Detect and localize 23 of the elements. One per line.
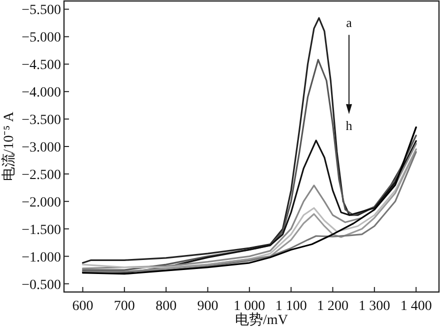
y-tick-label: −0.500 <box>22 278 61 293</box>
x-tick-label: 1 400 <box>400 299 432 314</box>
y-tick-label: −4.500 <box>22 58 61 74</box>
annotation: a <box>346 14 352 30</box>
x-tick-label: 800 <box>156 299 177 314</box>
x-tick-label: 1 300 <box>358 299 390 314</box>
y-tick-label: −2.000 <box>22 195 61 210</box>
y-tick-label: −2.500 <box>22 168 61 183</box>
y-tick-label: −4.000 <box>22 86 61 101</box>
y-axis-title: 电流/10⁻⁵ A <box>1 110 17 182</box>
y-tick-label: −5.000 <box>22 30 61 46</box>
x-tick-label: 1 100 <box>275 299 307 314</box>
y-tick-label: −1.000 <box>22 250 61 266</box>
x-axis-title: 电势/mV <box>235 312 288 328</box>
x-tick-label: 1 200 <box>317 299 348 314</box>
y-tick-label: −1.500 <box>22 222 61 238</box>
x-tick-label: 600 <box>72 299 94 314</box>
y-tick-label: −5.500 <box>22 3 61 18</box>
x-tick-label: 700 <box>114 299 135 314</box>
x-tick-label: 900 <box>197 299 218 314</box>
y-tick-label: −3.000 <box>22 140 61 156</box>
y-tick-label: −3.500 <box>22 113 61 128</box>
annotation: h <box>346 118 353 134</box>
